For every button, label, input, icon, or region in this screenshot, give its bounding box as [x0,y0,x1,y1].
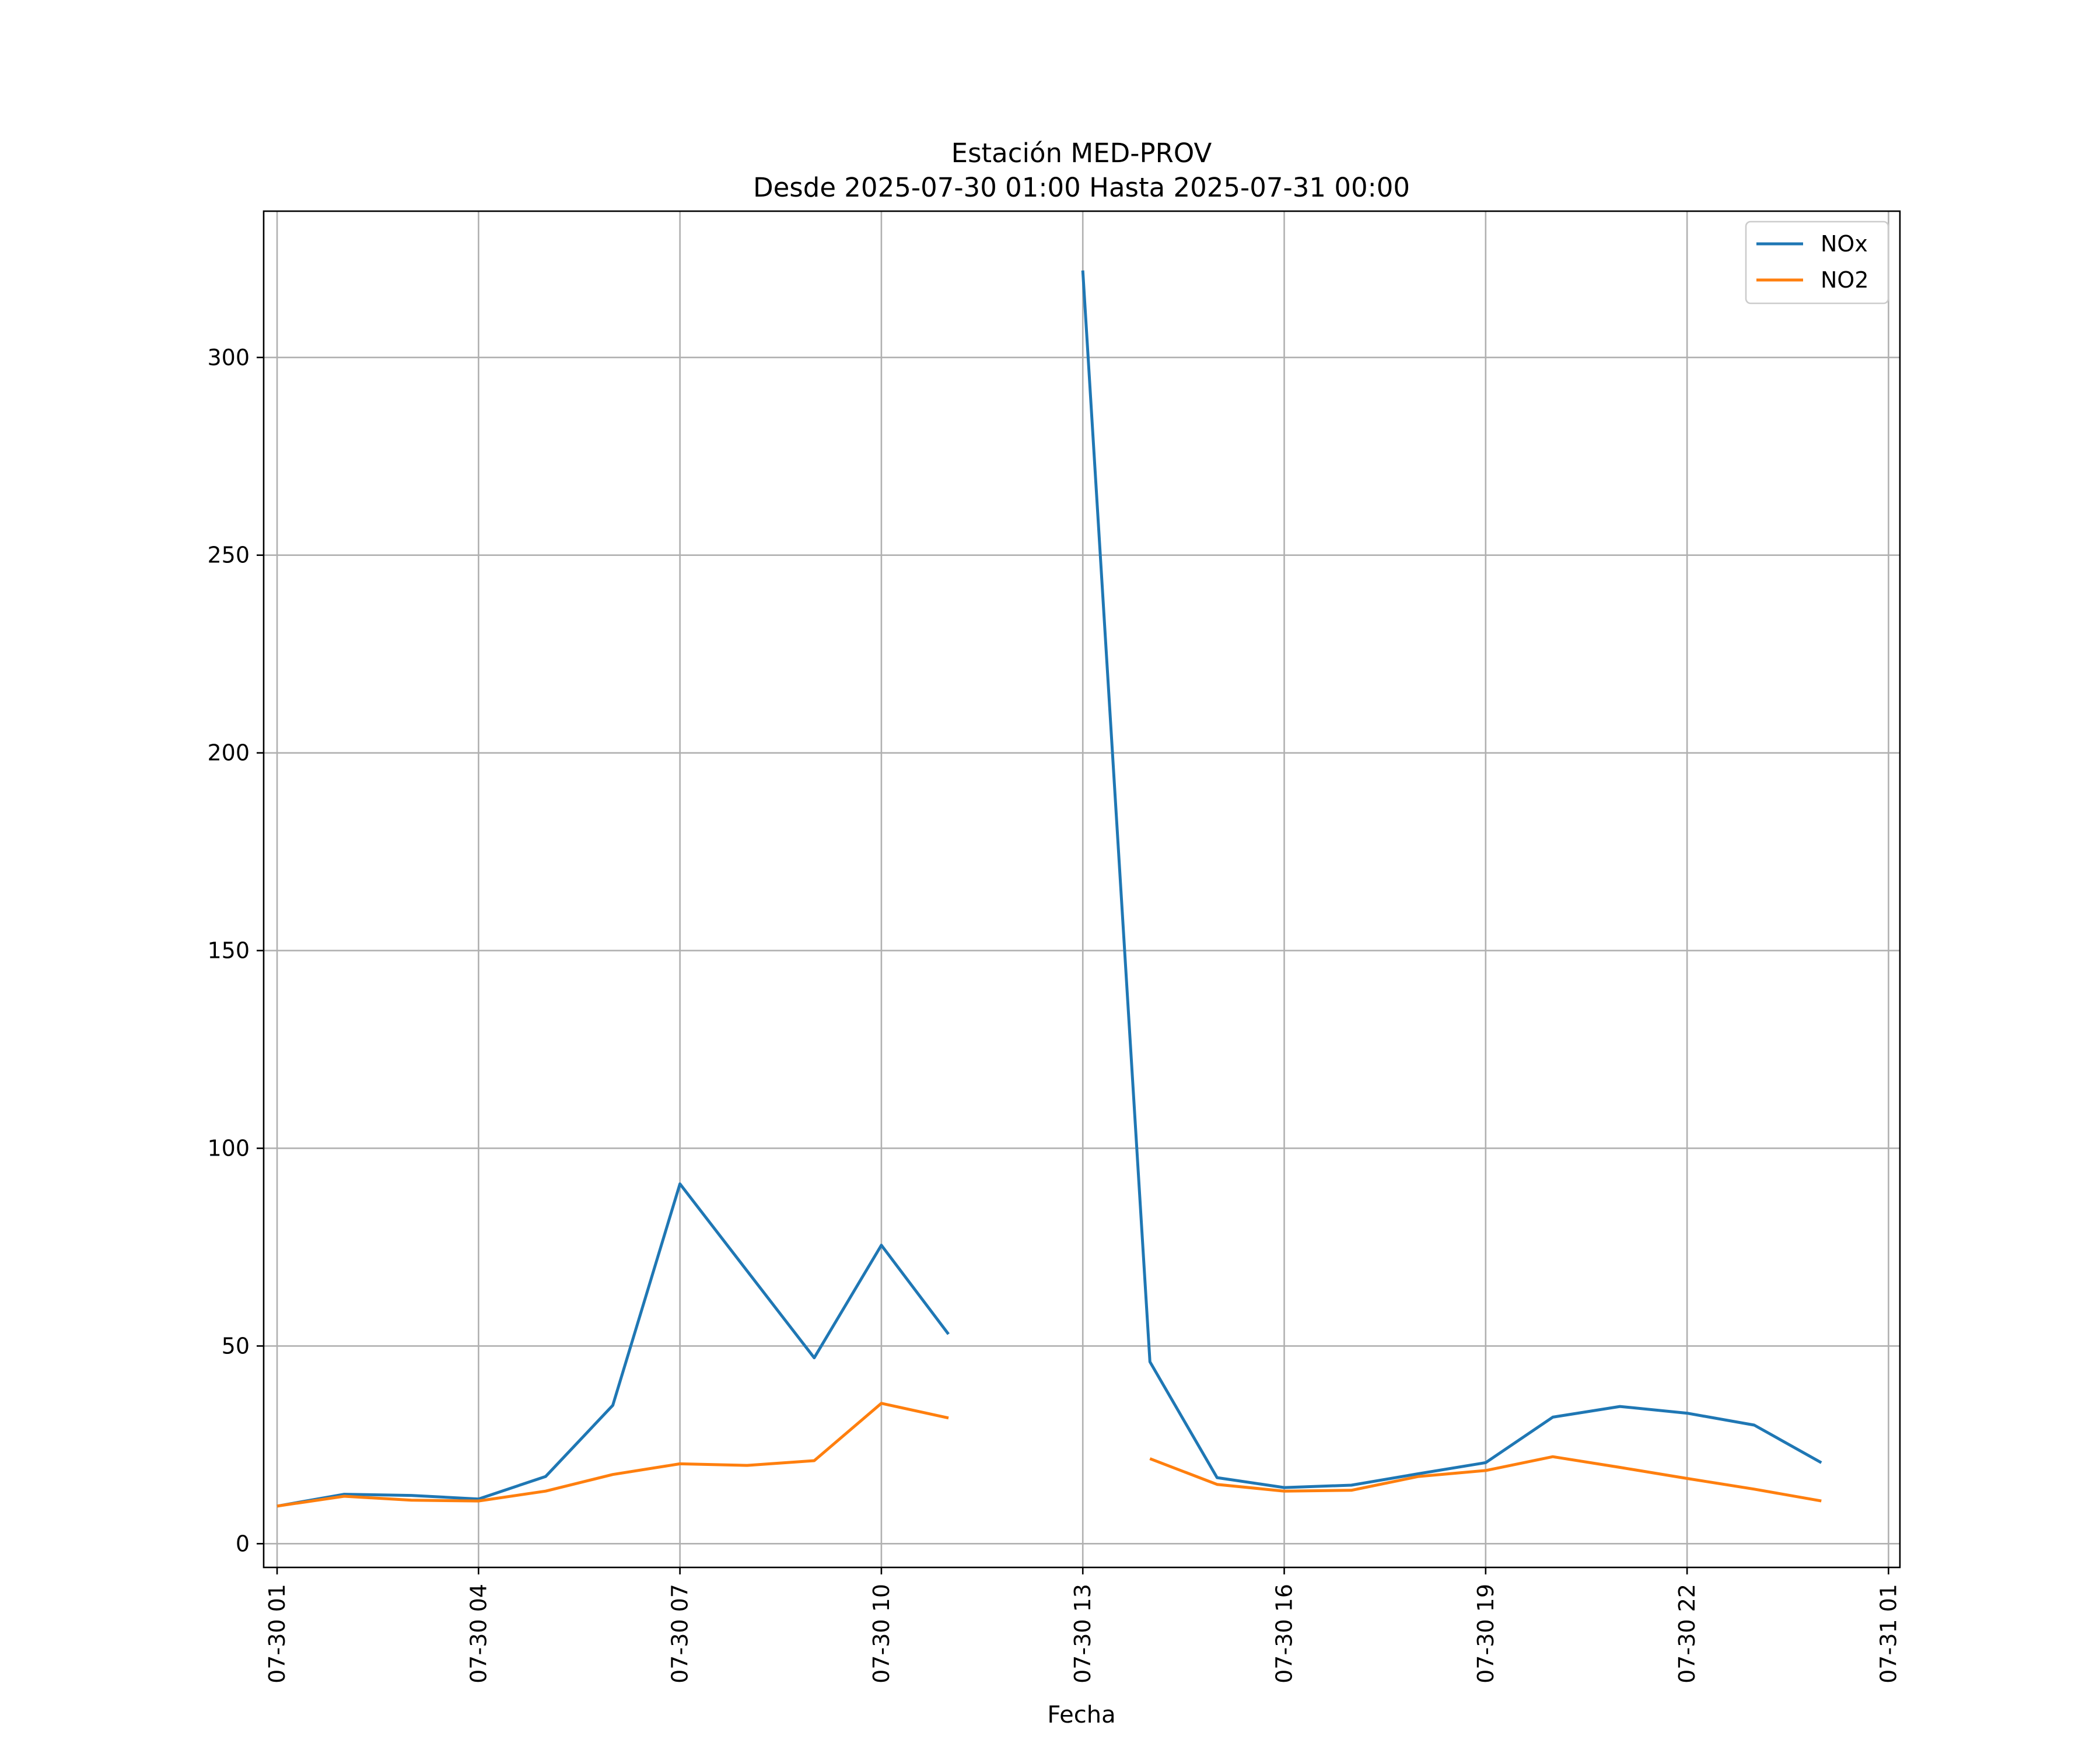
legend: NOx NO2 [1745,220,1889,304]
legend-box [1745,220,1889,304]
legend-label: NO2 [1821,267,1869,293]
x-tick-label: 07-30 13 [1070,1584,1096,1684]
x-tick-label: 07-30 22 [1674,1584,1700,1684]
y-tick-label: 0 [236,1531,250,1556]
x-tick-label: 07-30 04 [466,1584,491,1684]
y-tick-label: 100 [207,1135,250,1161]
series-line-no2 [276,1402,1822,1508]
legend-label: NOx [1821,231,1868,257]
chart-title: Estación MED-PROV [951,138,1212,169]
plot-frame [262,210,1901,1569]
x-axis-label: Fecha [1047,1702,1115,1728]
x-tick-label: 07-30 16 [1272,1584,1297,1684]
axis-ticks: 0 50 100 150 200 250 300 07-30 01 07-30 04 07-30 … [207,345,1901,1684]
y-tick-label: 300 [207,345,250,370]
x-tick-label: 07-30 07 [667,1584,693,1684]
y-tick-label: 150 [207,938,250,964]
x-tick-label: 07-30 19 [1473,1584,1499,1684]
series-lines [276,270,1822,1508]
y-tick-label: 200 [207,740,250,766]
x-tick-label: 07-31 01 [1875,1584,1901,1684]
x-tick-label: 07-30 10 [869,1584,894,1684]
y-tick-label: 50 [222,1333,250,1359]
series-line-nox [276,270,1822,1508]
y-tick-label: 250 [207,542,250,568]
grid-lines [264,211,1900,1567]
chart-subtitle: Desde 2025-07-30 01:00 Hasta 2025-07-31 … [753,172,1410,203]
x-tick-label: 07-30 01 [264,1584,290,1684]
